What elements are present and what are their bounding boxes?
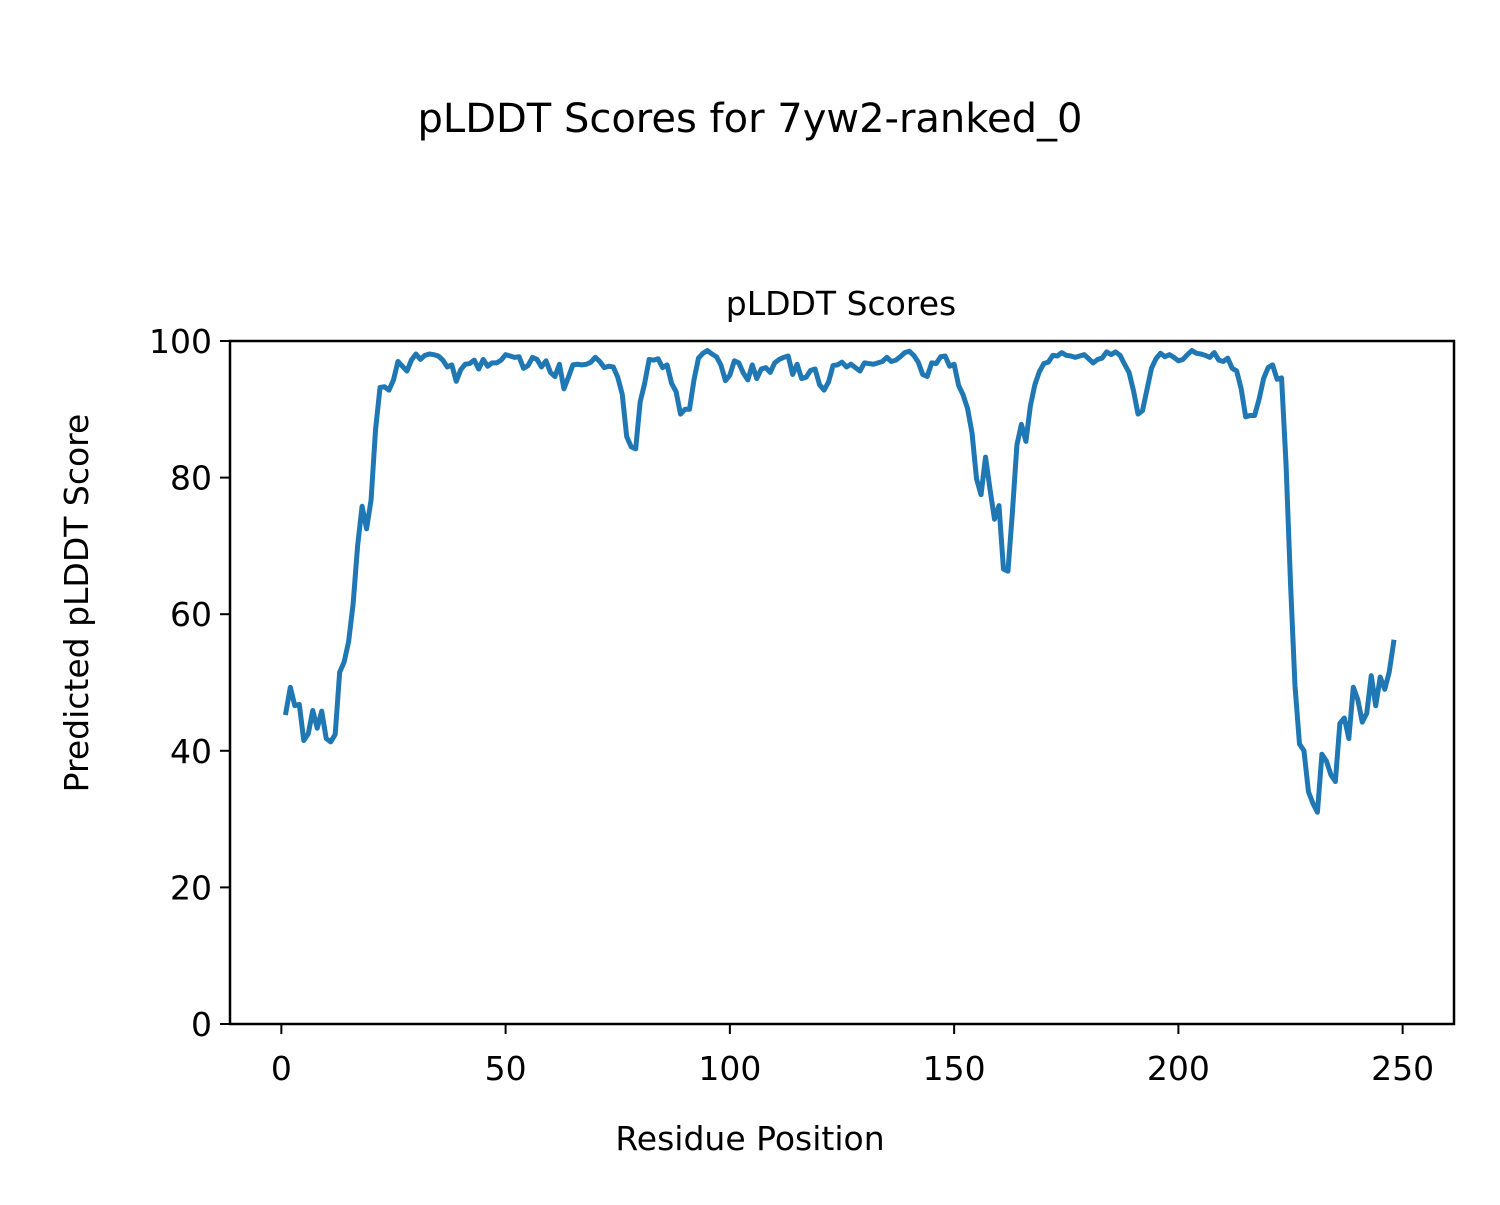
x-axis: 0 50 100 150 200 250 bbox=[271, 1024, 1434, 1088]
figure-suptitle: pLDDT Scores for 7yw2-ranked_0 bbox=[418, 96, 1083, 142]
axes-frame bbox=[228, 339, 1456, 1026]
x-tick-label: 200 bbox=[1147, 1049, 1210, 1088]
series-line bbox=[282, 348, 1397, 815]
x-tick-label: 100 bbox=[698, 1049, 761, 1088]
y-axis: 0 20 40 60 80 100 bbox=[149, 322, 230, 1044]
y-tick-label: 0 bbox=[191, 1005, 212, 1044]
x-tick-label: 0 bbox=[271, 1049, 292, 1088]
y-tick-label: 80 bbox=[170, 459, 212, 498]
x-tick-label: 250 bbox=[1371, 1049, 1434, 1088]
y-axis-label: Predicted pLDDT Score bbox=[57, 414, 96, 793]
y-tick-label: 60 bbox=[170, 595, 212, 634]
y-tick-label: 20 bbox=[170, 868, 212, 907]
plot-area bbox=[282, 348, 1397, 815]
x-tick-label: 50 bbox=[485, 1049, 527, 1088]
x-tick-label: 150 bbox=[923, 1049, 986, 1088]
y-tick-label: 40 bbox=[170, 732, 212, 771]
y-tick-label: 100 bbox=[149, 322, 212, 361]
x-axis-label: Residue Position bbox=[615, 1119, 884, 1158]
axes-title: pLDDT Scores bbox=[726, 284, 956, 323]
